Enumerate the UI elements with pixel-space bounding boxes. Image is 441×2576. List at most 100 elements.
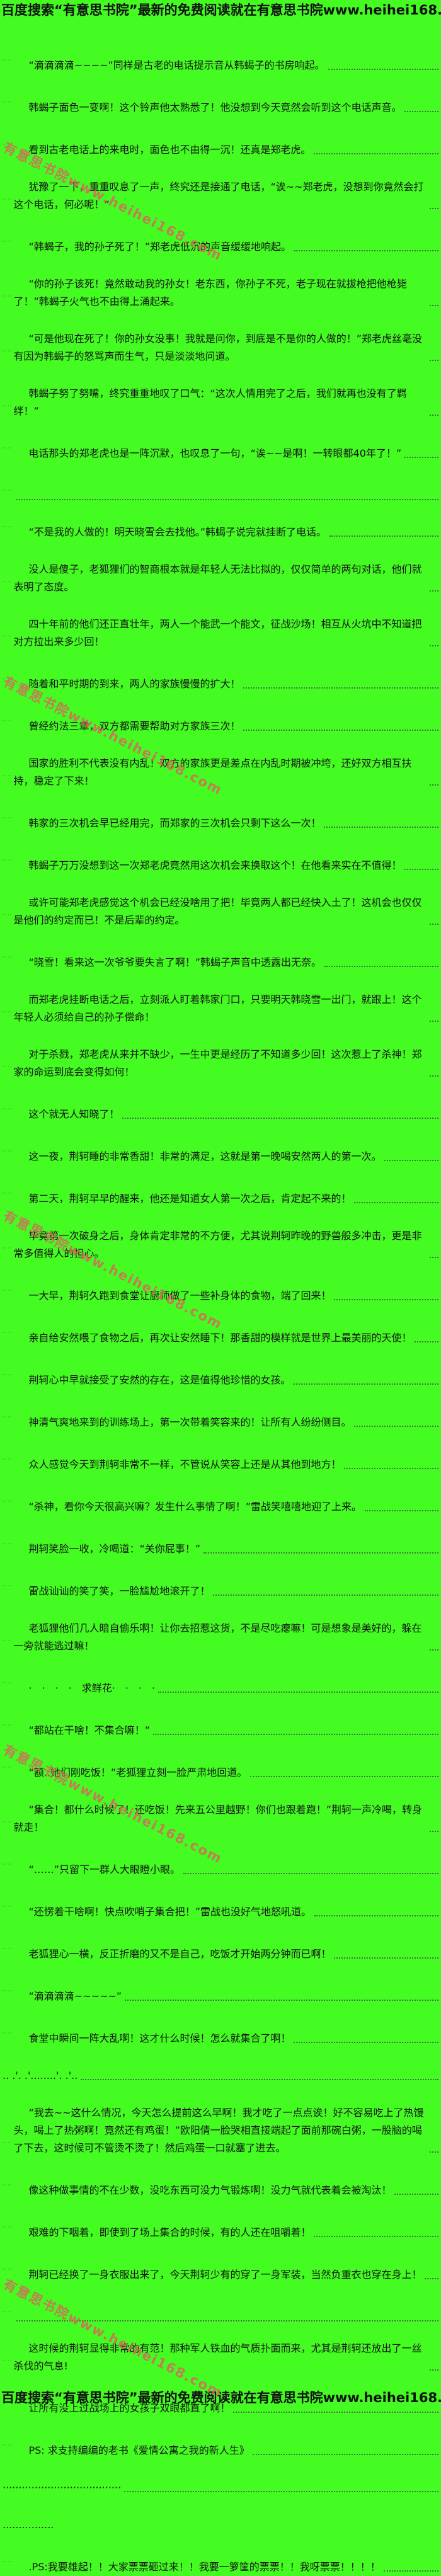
novel-paragraph: 对于杀戮，郑老虎从来并不缺少，一生中更是经历了不知道多少回！这次惹上了杀神！郑家… bbox=[3, 1046, 438, 1081]
dotted-leader bbox=[430, 2151, 438, 2153]
dots-row bbox=[3, 2303, 438, 2326]
novel-paragraph: 没人是傻子，老狐狸们的智商根本就是年轻人无法比拟的，仅仅简单的两句对话，他们就表… bbox=[3, 561, 438, 596]
dotted-leader bbox=[294, 1383, 438, 1385]
dotted-leader bbox=[252, 2454, 438, 2455]
novel-paragraph: PS: 求支持编编的老书《爱情公寓之我的新人生》 bbox=[3, 2437, 438, 2459]
dotted-leader bbox=[430, 2369, 438, 2371]
novel-paragraph: .. .'. .'........'. .'.. bbox=[3, 2067, 438, 2085]
dotted-leader bbox=[294, 250, 438, 251]
dotted-leader bbox=[430, 360, 438, 361]
dotted-leader bbox=[81, 2079, 438, 2080]
novel-paragraph: 韩家的三次机会早已经用完，而郑家的三次机会只剩下这么一次！ bbox=[3, 810, 438, 832]
novel-paragraph: 看到古老电话上的来电时，面色也不由得一沉！还真是郑老虎。 bbox=[3, 136, 438, 159]
novel-paragraph: 这时候的荆轲显得非常的有范！那种军人铁血的气质扑面而来，尤其是荆轲还放出了一丝杀… bbox=[3, 2340, 438, 2375]
paragraph-text: “你的孙子该死！竟然敢动我的孙女！老东西，你孙子不死，老子现在就拔枪把他枪毙了！… bbox=[13, 278, 407, 307]
paragraph-text: 这时候的荆轲显得非常的有范！那种军人铁血的气质扑面而来，尤其是荆轲还放出了一丝杀… bbox=[13, 2342, 422, 2372]
novel-paragraph: “……”只留下一群人大眼瞪小眼。 bbox=[3, 1856, 438, 1879]
novel-paragraph: 韩蝎子努了努嘴，终究重重地叹了口气：“这次人情用完了之后，我们就再也没有了羁绊！… bbox=[3, 385, 438, 420]
paragraph-text: 看到古老电话上的来电时，面色也不由得一沉！还真是郑老虎。 bbox=[28, 144, 311, 156]
novel-paragraph: 毕竟第一次破身之后，身体肯定非常的不方便，尤其说荆轲昨晚的野兽般多冲击，更是非常… bbox=[3, 1227, 438, 1262]
paragraph-text: 四十年前的他们还正直壮年，两人一个能武一个能文，征战沙场！相互从火坑中不知道把对… bbox=[13, 618, 422, 648]
novel-paragraph: “杀神，看你今天很高兴嘛？发生什么事情了啊！”雷战笑嘻嘻地迎了上来。 bbox=[3, 1493, 438, 1516]
paragraph-text: 食堂中瞬间一阵大乱啊！这才什么时候！怎么就集合了啊！ bbox=[28, 2032, 291, 2044]
dotted-leader bbox=[425, 2278, 438, 2279]
paragraph-text: 众人感觉今天到荆轲非常不一样，不管说从笑容上还是从其他到地方！ bbox=[28, 1458, 341, 1470]
novel-paragraph: “还愣着干啥啊！快点吹哨子集合把！”雷战也没好气地怒吼道。 bbox=[3, 1898, 438, 1921]
paragraph-text: 荆轲已经换了一身衣服出来了，今天荆轲少有的穿了一身军装，当然负重衣也穿在身上！ bbox=[28, 2269, 422, 2281]
dotted-leader bbox=[203, 1552, 438, 1554]
novel-paragraph: “都站在干啥！不集合嘛！” bbox=[3, 1717, 438, 1739]
novel-paragraph: “滴滴滴滴~~~~”同样是古老的电话提示音从韩蝎子的书房响起。 bbox=[3, 52, 438, 74]
dotted-leader bbox=[383, 2570, 438, 2572]
paragraph-text: “杀神，看你今天很高兴嘛？发生什么事情了啊！”雷战笑嘻嘻地迎了上来。 bbox=[28, 1501, 362, 1513]
dotted-leader bbox=[125, 2000, 438, 2001]
novel-paragraph: “韩蝎子，我的孙子死了！”郑老虎低沉的声音缓缓地响起。 bbox=[3, 233, 438, 256]
dotted-leader bbox=[344, 1468, 438, 1469]
paragraph-text: 亲自给安然喂了食物之后，再次让安然睡下！那香甜的模样就是世界上最美丽的天使！ bbox=[28, 1332, 412, 1344]
novel-paragraph: “你的孙子该死！竟然敢动我的孙女！老东西，你孙子不死，老子现在就拔枪把他枪毙了！… bbox=[3, 275, 438, 311]
paragraph-text: 对于杀戮，郑老虎从来并不缺少，一生中更是经历了不知道多少回！这次惹上了杀神！郑家… bbox=[13, 1048, 422, 1078]
paragraph-text: “都站在干啥！不集合嘛！” bbox=[28, 1724, 151, 1736]
novel-paragraph: “可是他现在死了！你的孙女没事！我就是问你，到底是不是你的人做的！”郑老虎丝毫没… bbox=[3, 330, 438, 365]
paragraph-text: 让所有没上过战场上的女孩子双眼都直了啊！ bbox=[28, 2402, 231, 2414]
paragraph-text: 国家的胜利不代表没有内乱！双方的家族更是差点在内乱时期被冲垮，还好双方相互扶持，… bbox=[13, 757, 412, 787]
novel-paragraph: 荆轲已经换了一身衣服出来了，今天荆轲少有的穿了一身军装，当然负重衣也穿在身上！ bbox=[3, 2261, 438, 2284]
paragraph-text: 韩蝎子面色一变啊！这个铃声他太熟悉了！他没想到今天竟然会听到这个电话声音。 bbox=[28, 101, 402, 113]
paragraph-text: ····································· bbox=[3, 2482, 122, 2493]
paragraph-text: 荆轲笑脸一收，冷喝道：“关你屁事！” bbox=[28, 1543, 201, 1555]
dotted-leader bbox=[430, 1021, 438, 1022]
novel-paragraph: 曾经约法三章，双方都需要帮助对方家族三次！ bbox=[3, 713, 438, 735]
paragraph-text: 没人是傻子，老狐狸们的智商根本就是年轻人无法比拟的，仅仅简单的两句对话，他们就表… bbox=[13, 563, 422, 593]
dotted-leader bbox=[334, 1299, 438, 1300]
paragraph-text: 韩蝎子万万没想到这一次郑老虎竟然用这次机会来换取这个！在他看来实在不值得！ bbox=[28, 859, 402, 871]
novel-paragraph: .PS:我要雄起！！大家票票砸过来！！我要一箩筐的票票！！我呀票票！！！！ bbox=[3, 2553, 438, 2576]
dotted-leader bbox=[430, 305, 438, 306]
paragraph-text: · · · · 求鲜花· · · · bbox=[28, 1682, 156, 1694]
paragraph-text: .PS:我要雄起！！大家票票砸过来！！我要一箩筐的票票！！我呀票票！！！！ bbox=[28, 2561, 381, 2573]
novel-paragraph: 随着和平时期的到来，两人的家族慢慢的扩大！ bbox=[3, 670, 438, 693]
dotted-leader bbox=[314, 153, 438, 154]
novel-paragraph: 神清气爽地来到的训练场上，第一次带着笑容来的！让所有人纷纷侧目。 bbox=[3, 1409, 438, 1431]
dotted-leader bbox=[404, 869, 438, 870]
dotted-leader bbox=[324, 827, 438, 828]
novel-paragraph: 亲自给安然喂了食物之后，再次让安然睡下！那香甜的模样就是世界上最美丽的天使！ bbox=[3, 1324, 438, 1347]
dotted-leader bbox=[122, 1118, 438, 1119]
paragraph-text: 毕竟第一次破身之后，身体肯定非常的不方便，尤其说荆轲昨晚的野兽般多冲击，更是非常… bbox=[13, 1230, 422, 1259]
novel-paragraph: 四十年前的他们还正直壮年，两人一个能武一个能文，征战沙场！相互从火坑中不知道把对… bbox=[3, 615, 438, 651]
paragraph-text: “不是我的人做的！明天晓雪会去找他。”韩蝎子说完就挂断了电话。 bbox=[28, 526, 327, 538]
novel-paragraph: 而郑老虎挂断电话之后，立刻派人盯着韩家门口，只要明天韩晓雪一出门，就跟上！这个年… bbox=[3, 991, 438, 1026]
dotted-leader bbox=[430, 1075, 438, 1077]
novel-paragraph: 雷战讪讪的笑了笑，一脸尴尬地滚开了！ bbox=[3, 1577, 438, 1600]
novel-paragraph: “滴滴滴滴~~~~~” bbox=[3, 1983, 438, 2005]
dotted-leader bbox=[213, 1594, 438, 1596]
novel-paragraph: “晓雪！看来这一次爷爷要失言了啊！”韩蝎子声音中透露出无奈。 bbox=[3, 949, 438, 971]
dotted-leader bbox=[430, 590, 438, 592]
dotted-leader bbox=[404, 457, 438, 458]
novel-paragraph: 艰难的下咽着，即使到了场上集合的时候，有的人还在咀嚼着！ bbox=[3, 2219, 438, 2241]
dotted-leader bbox=[354, 1202, 438, 1203]
novel-paragraph: “我去~~这什么情况，今天怎么提前这么早啊！我才吃了一点点诶！好不容易吃上了热馒… bbox=[3, 2104, 438, 2157]
novel-paragraph: 电话那头的郑老虎也是一阵沉默，也叹息了一句，“诶~~是啊！一转眼都40年了！” bbox=[3, 440, 438, 462]
dotted-leader bbox=[430, 1649, 438, 1651]
paragraph-text: 艰难的下咽着，即使到了场上集合的时候，有的人还在咀嚼着！ bbox=[28, 2226, 311, 2238]
paragraph-text: 而郑老虎挂断电话之后，立刻派人盯着韩家门口，只要明天韩晓雪一出门，就跟上！这个年… bbox=[13, 993, 422, 1023]
dotted-leader bbox=[394, 2194, 438, 2195]
paragraph-text: 一大早，荆轲久跑到食堂让厨师做了一些补身体的食物，端了回来！ bbox=[28, 1290, 331, 1302]
dots-row bbox=[3, 482, 438, 505]
paragraph-text: 电话那头的郑老虎也是一阵沉默，也叹息了一句，“诶~~是啊！一转眼都40年了！” bbox=[28, 447, 402, 459]
novel-paragraph: 或许可能郑老虎感觉这个机会已经没啥用了把！毕竟两人都已经快入土了！这机会也仅仅是… bbox=[3, 894, 438, 929]
novel-paragraph: “集合！都什么时候了！还吃饭！先来五公里越野！你们也跟着跑！”荆轲一声冷喝，转身… bbox=[3, 1801, 438, 1836]
dotted-leader bbox=[16, 499, 438, 500]
paragraph-text: 曾经约法三章，双方都需要帮助对方家族三次！ bbox=[28, 720, 241, 732]
dotted-leader bbox=[334, 1957, 438, 1959]
novel-paragraph: · · · · 求鲜花· · · · bbox=[3, 1674, 438, 1697]
paragraph-text: “可是他现在死了！你的孙女没事！我就是问你，到底是不是你的人做的！”郑老虎丝毫没… bbox=[13, 333, 423, 362]
paragraph-text: “……”只留下一群人大眼瞪小眼。 bbox=[28, 1863, 181, 1875]
paragraph-text: 像这种做事情的不在少数，没吃东西可没力气锻炼啊！没力气就代表着会被淘汰！ bbox=[28, 2184, 392, 2196]
paragraph-text: 老狐狸他们几人暗自偷乐啊！让你去招惹这货，不是尽吃瘪嘛！可是想象是美好的，躲在一… bbox=[13, 1622, 422, 1652]
novel-page: { "page": { "background_color": "#44FB22… bbox=[0, 0, 441, 2407]
dotted-leader bbox=[430, 208, 438, 209]
paragraph-text: “晓雪！看来这一次爷爷要失言了啊！”韩蝎子声音中透露出无奈。 bbox=[28, 956, 322, 968]
dotted-leader bbox=[430, 645, 438, 646]
dotted-leader bbox=[329, 535, 438, 537]
